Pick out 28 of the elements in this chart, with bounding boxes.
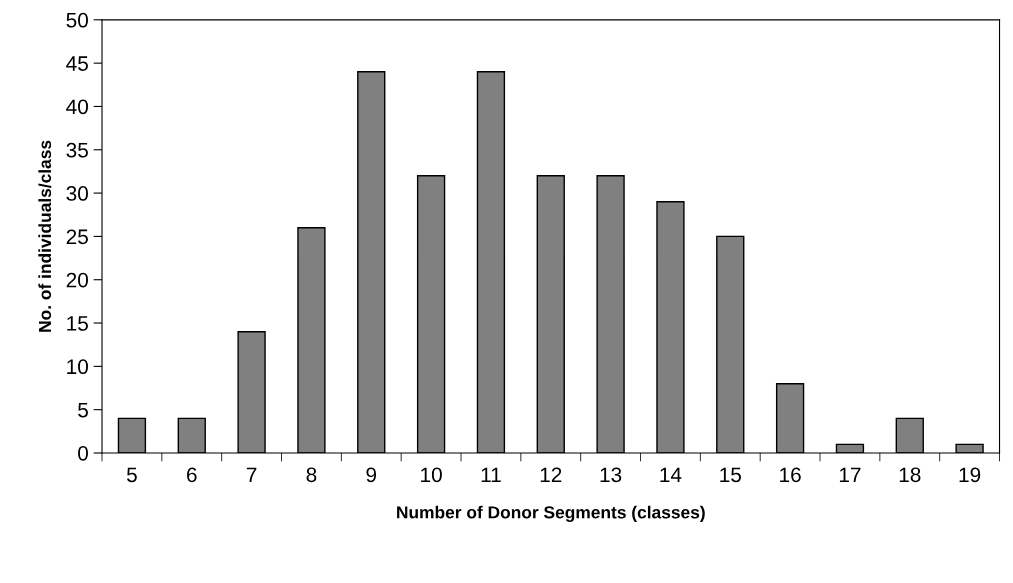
y-tick-label: 25 (66, 229, 88, 245)
x-tick-label: 15 (720, 467, 741, 483)
x-axis-title: Number of Donor Segments (classes) (397, 505, 705, 522)
x-tick-label: 17 (839, 467, 861, 482)
x-tick-label: 18 (899, 467, 921, 483)
y-tick-label: 20 (66, 272, 88, 288)
y-tick-label: 40 (66, 99, 88, 115)
y-tick-label: 35 (66, 142, 88, 158)
x-tick-label: 5 (126, 467, 137, 483)
x-tick-label: 10 (421, 467, 442, 483)
x-tick-label: 9 (366, 467, 377, 483)
x-tick-label: 19 (959, 467, 981, 483)
y-tick-label: 50 (66, 12, 88, 28)
x-tick-label: 6 (187, 467, 197, 483)
x-tick-label: 16 (780, 467, 801, 483)
y-tick-label: 45 (66, 56, 88, 71)
y-axis-title: No. of individuals/class (38, 140, 52, 332)
x-tick-label: 7 (246, 467, 257, 482)
x-tick-label: 14 (660, 467, 682, 482)
y-tick-label: 10 (67, 359, 88, 375)
y-tick-label: 15 (67, 316, 88, 331)
x-tick-label: 13 (600, 467, 622, 483)
x-tick-label: 12 (540, 467, 562, 482)
y-tick-label: 30 (66, 186, 88, 201)
x-tick-label: 8 (306, 467, 317, 483)
y-tick-label: 5 (78, 402, 88, 418)
x-tick-label: 11 (481, 467, 501, 482)
y-tick-label: 0 (78, 445, 88, 461)
